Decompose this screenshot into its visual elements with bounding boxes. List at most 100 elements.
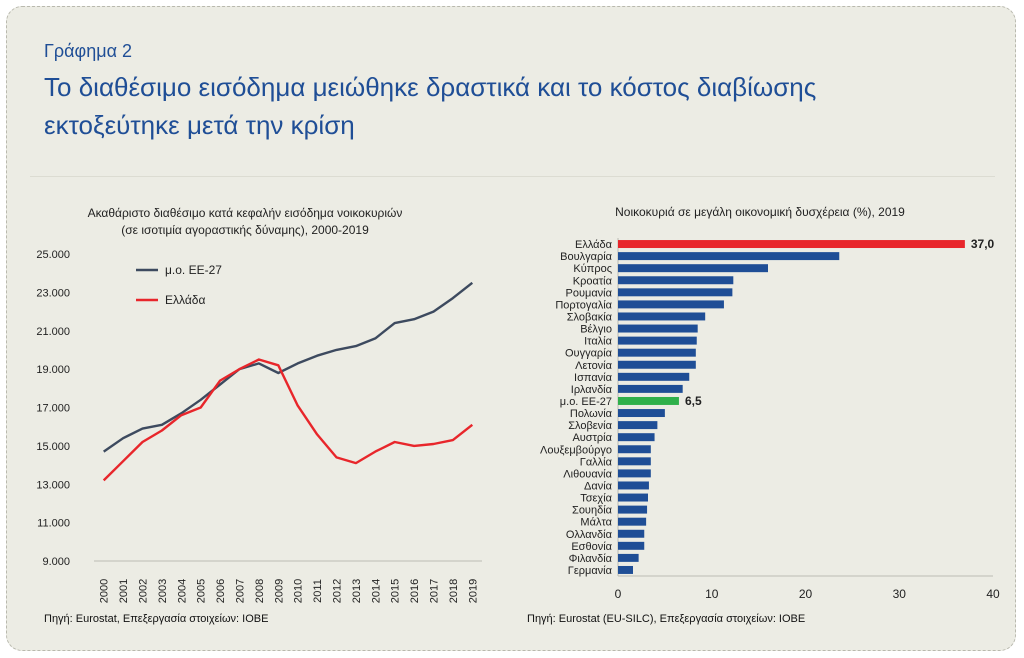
category-label: Γαλλία (580, 456, 613, 468)
bar (618, 529, 645, 538)
bar-chart-source: Πηγή: Eurostat (EU-SILC), Επεξεργασία στ… (527, 613, 805, 625)
category-label: Φιλανδία (569, 553, 613, 565)
y-tick-label: 13.000 (36, 479, 70, 491)
x-tick-label: 2010 (293, 579, 305, 603)
x-tick-label: 2017 (429, 579, 441, 603)
headline-line-2: εκτοξεύτηκε μετά την κρίση (44, 110, 355, 140)
bar (618, 324, 698, 333)
bar (618, 433, 655, 442)
line-chart-title-2: (σε ισοτιμία αγοραστικής δύναμης), 2000-… (121, 223, 369, 237)
bar (618, 300, 724, 309)
category-label: Ιταλία (584, 336, 613, 348)
x-tick-label: 2005 (196, 579, 208, 603)
bar (618, 348, 696, 357)
chart-number: Γράφημα 2 (44, 41, 133, 61)
x-tick-label: 0 (615, 587, 622, 601)
category-label: Λουξεμβούργο (540, 444, 612, 456)
category-label: Πολωνία (570, 408, 613, 420)
category-label: Σλοβενία (568, 420, 612, 432)
bar (618, 553, 639, 562)
y-tick-label: 21.000 (36, 326, 70, 338)
y-tick-label: 15.000 (36, 441, 70, 453)
x-tick-label: 2008 (254, 579, 266, 603)
bar (618, 469, 651, 478)
bar (618, 481, 649, 490)
bar (618, 360, 696, 369)
category-label: Λιθουανία (563, 468, 612, 480)
category-label: Ιρλανδία (571, 384, 613, 396)
infographic-card (6, 6, 1016, 651)
series-line-eu27 (103, 281, 474, 453)
bar (618, 312, 706, 321)
bar (618, 372, 690, 381)
bar (618, 264, 768, 273)
x-tick-label: 10 (705, 587, 719, 601)
category-label: Μάλτα (580, 517, 612, 529)
category-label: Σλοβακία (567, 311, 613, 323)
category-label: Ισπανία (574, 372, 613, 384)
bar (618, 541, 645, 550)
category-label: Ρουμανία (566, 287, 613, 299)
bar-chart: Ελλάδα 37,0 ΒουλγαρίαΚύπροςΚροατίαΡουμανία… (540, 237, 1000, 601)
bar (618, 336, 697, 345)
line-chart-source: Πηγή: Eurostat, Επεξεργασία στοιχείων: Ι… (44, 613, 268, 625)
legend-label: Ελλάδα (165, 293, 205, 307)
bar (618, 240, 965, 249)
line-chart-title-1: Ακαθάριστο διαθέσιμο κατά κεφαλήν εισόδη… (88, 206, 403, 220)
data-label: 37,0 (971, 237, 995, 251)
category-label: Δανία (584, 480, 613, 492)
category-label: Βέλγιο (580, 324, 612, 336)
y-tick-label: 17.000 (36, 403, 70, 415)
category-label: Ελλάδα (575, 239, 613, 251)
category-label: Σουηδία (572, 505, 613, 517)
y-tick-label: 19.000 (36, 364, 70, 376)
category-label: Κύπρος (573, 263, 612, 275)
bar (618, 409, 665, 418)
category-label: Βουλγαρία (560, 251, 613, 263)
x-tick-label: 2007 (235, 579, 247, 603)
x-tick-label: 30 (893, 587, 907, 601)
legend-label: μ.ο. ΕΕ-27 (165, 263, 222, 277)
x-tick-label: 2001 (118, 579, 130, 603)
bar (618, 517, 647, 526)
category-label: Τσεχία (580, 493, 612, 505)
bar (618, 445, 651, 454)
x-tick-label: 2015 (390, 579, 402, 603)
x-tick-label: 2012 (332, 579, 344, 603)
x-tick-label: 2002 (138, 579, 150, 603)
category-label: Εσθονία (571, 541, 612, 553)
x-tick-label: 2004 (176, 579, 188, 603)
bar (618, 252, 840, 261)
x-tick-label: 2009 (273, 579, 285, 603)
y-tick-label: 25.000 (36, 249, 70, 261)
headline: Το διαθέσιμο εισόδημα μειώθηκε δραστικά … (44, 68, 944, 144)
x-tick-label: 20 (799, 587, 813, 601)
category-label: μ.ο. ΕΕ-27 (560, 396, 612, 408)
category-label: Αυστρία (572, 432, 612, 444)
series-line-greece (102, 358, 474, 482)
category-label: Γερμανία (568, 565, 613, 577)
x-tick-label: 2003 (157, 579, 169, 603)
line-chart: 9.000 11.000 13.000 15.000 17.000 19.000 21.00… (36, 249, 482, 603)
bar (618, 493, 648, 502)
bar (618, 384, 683, 393)
bar (618, 276, 734, 285)
x-tick-label: 2011 (312, 579, 324, 603)
y-tick-label: 9.000 (42, 556, 70, 568)
x-tick-label: 2019 (467, 579, 479, 603)
category-label: Ολλανδία (566, 529, 613, 541)
bar (618, 457, 651, 466)
bar (618, 565, 633, 574)
bar (618, 505, 648, 514)
bar (618, 421, 658, 430)
bar-chart-title: Νοικοκυριά σε μεγάλη οικονομική δυσχέρει… (615, 205, 905, 219)
x-tick-label: 2014 (370, 579, 382, 603)
x-tick-label: 2016 (409, 579, 421, 603)
x-tick-label: 2013 (351, 579, 363, 603)
data-label: 6,5 (685, 394, 702, 408)
y-tick-label: 11.000 (37, 518, 70, 530)
bar (618, 396, 679, 405)
category-label: Ουγγαρία (565, 348, 613, 360)
bar (618, 288, 733, 297)
category-label: Λετονία (575, 360, 613, 372)
